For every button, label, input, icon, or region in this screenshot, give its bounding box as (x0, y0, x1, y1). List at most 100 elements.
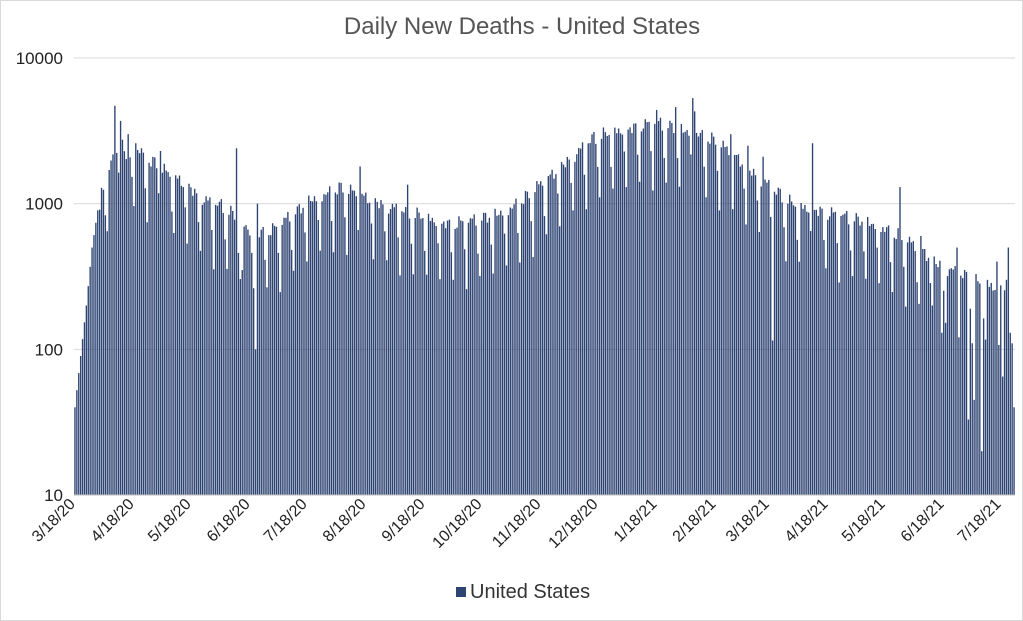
bar (216, 205, 219, 495)
bar (304, 232, 306, 495)
bar (880, 232, 882, 496)
bar (93, 235, 95, 495)
bar (714, 144, 717, 496)
bar (458, 216, 460, 495)
bar (325, 194, 327, 495)
bar (463, 249, 466, 495)
bar (943, 290, 945, 495)
bar (758, 231, 760, 495)
bar (102, 189, 105, 495)
y-tick-label: 1000 (25, 195, 63, 214)
bar (114, 105, 116, 496)
bar (387, 213, 390, 495)
bar (682, 132, 684, 496)
bar (825, 268, 827, 495)
bar (420, 218, 422, 495)
bar (572, 210, 574, 495)
bar (108, 170, 110, 495)
bar (828, 216, 831, 495)
bar (990, 282, 992, 495)
bar (804, 204, 806, 496)
bar (309, 201, 312, 495)
bar (232, 210, 234, 495)
bar (707, 141, 709, 495)
bar (806, 211, 808, 495)
bar (408, 218, 411, 495)
bar (887, 225, 890, 496)
bar (233, 219, 236, 495)
bar (252, 288, 255, 495)
bar (832, 212, 835, 495)
bar (836, 243, 838, 495)
bar (789, 194, 791, 495)
bar (872, 223, 875, 495)
bar (606, 135, 608, 495)
bar (281, 224, 283, 495)
bar (454, 228, 456, 496)
bar (275, 226, 278, 495)
bar (709, 143, 711, 496)
bar (85, 305, 88, 495)
bar (452, 279, 454, 495)
bar (716, 170, 719, 495)
bar (384, 231, 386, 495)
bar (686, 129, 688, 495)
bar (378, 208, 380, 495)
bar (984, 339, 987, 495)
bar (627, 129, 629, 495)
bar (498, 214, 500, 495)
bar (441, 223, 443, 495)
bar (692, 98, 694, 495)
bar (644, 119, 646, 496)
bar (505, 265, 508, 495)
bar (351, 190, 354, 495)
bar (713, 136, 715, 495)
bar (933, 256, 935, 495)
bar (161, 172, 164, 496)
bar (1013, 407, 1015, 495)
bar (300, 213, 302, 496)
bar (574, 161, 576, 495)
bar (749, 170, 751, 495)
bar (752, 168, 755, 495)
bar (321, 201, 323, 495)
bar (448, 219, 451, 495)
bar (950, 268, 953, 495)
bar (199, 250, 202, 495)
bar (591, 134, 593, 495)
bar (547, 176, 549, 495)
bar (889, 262, 892, 495)
bar (629, 127, 631, 495)
bar (720, 147, 722, 495)
bar (479, 276, 481, 495)
bar (462, 221, 464, 495)
bar (781, 202, 783, 495)
bar (861, 221, 863, 496)
bar (779, 188, 781, 495)
bar (521, 203, 523, 495)
bar (292, 270, 295, 495)
bar (342, 192, 344, 495)
bar (817, 215, 819, 495)
bar (218, 201, 221, 495)
bar (524, 190, 527, 495)
bar (530, 221, 532, 495)
bar (425, 274, 428, 495)
bar (1000, 285, 1002, 495)
bar (146, 222, 148, 496)
bar (135, 143, 137, 496)
bar (247, 229, 249, 496)
bar (258, 237, 261, 495)
bar (273, 225, 276, 496)
bar (412, 274, 415, 495)
bar (513, 204, 515, 495)
bar (663, 158, 665, 496)
bar (585, 209, 588, 495)
bar (589, 143, 591, 495)
bar (595, 143, 597, 495)
bar (471, 218, 473, 495)
bar (944, 322, 947, 495)
bar (159, 150, 162, 495)
bar (927, 257, 930, 495)
bar (517, 233, 519, 495)
